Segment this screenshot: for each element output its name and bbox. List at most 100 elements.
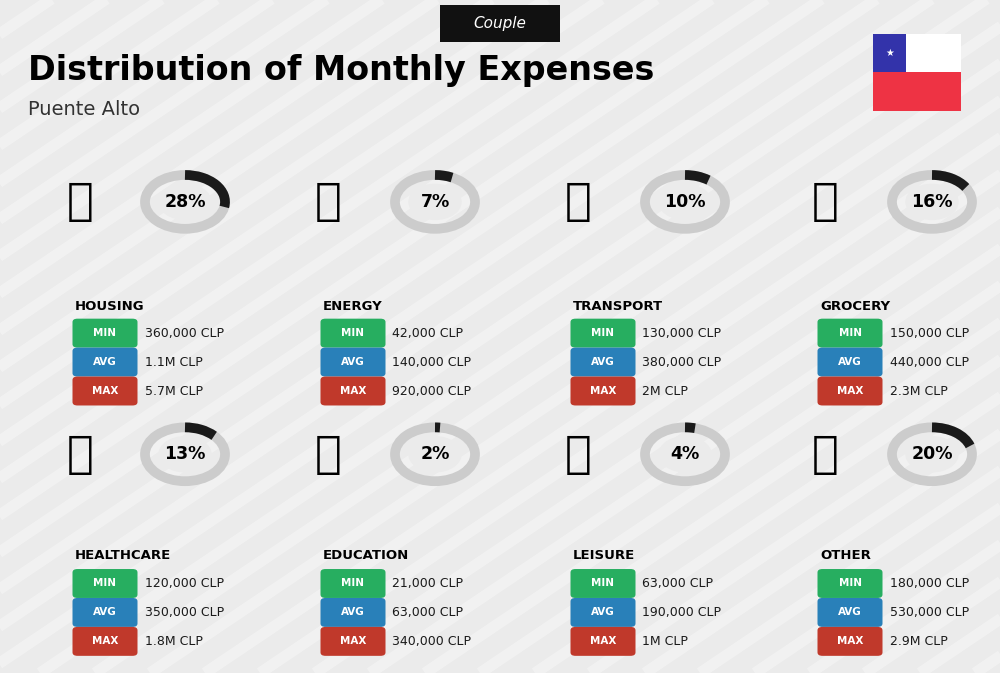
- Text: 1.1M CLP: 1.1M CLP: [145, 355, 202, 369]
- Text: AVG: AVG: [341, 357, 365, 367]
- FancyBboxPatch shape: [72, 377, 138, 405]
- Bar: [906, 34, 961, 73]
- Text: HEALTHCARE: HEALTHCARE: [75, 548, 171, 562]
- Text: 🏥: 🏥: [67, 433, 93, 476]
- Text: LEISURE: LEISURE: [573, 548, 635, 562]
- Text: 🛍: 🛍: [565, 433, 591, 476]
- FancyBboxPatch shape: [72, 319, 138, 348]
- Text: MAX: MAX: [590, 386, 616, 396]
- FancyBboxPatch shape: [320, 569, 385, 598]
- Text: 120,000 CLP: 120,000 CLP: [145, 577, 224, 590]
- Circle shape: [409, 184, 461, 219]
- Text: MAX: MAX: [590, 637, 616, 646]
- Text: 21,000 CLP: 21,000 CLP: [392, 577, 464, 590]
- Text: GROCERY: GROCERY: [820, 299, 890, 313]
- FancyBboxPatch shape: [320, 627, 385, 656]
- Text: MAX: MAX: [340, 386, 366, 396]
- Text: 👛: 👛: [812, 433, 838, 476]
- Circle shape: [659, 437, 711, 472]
- Text: 10%: 10%: [664, 193, 706, 211]
- Text: 150,000 CLP: 150,000 CLP: [890, 326, 969, 340]
- Text: 42,000 CLP: 42,000 CLP: [392, 326, 464, 340]
- FancyBboxPatch shape: [72, 569, 138, 598]
- FancyBboxPatch shape: [570, 627, 636, 656]
- FancyBboxPatch shape: [818, 627, 883, 656]
- Text: MIN: MIN: [838, 328, 862, 338]
- Text: MAX: MAX: [92, 637, 118, 646]
- FancyBboxPatch shape: [570, 598, 636, 627]
- Text: 180,000 CLP: 180,000 CLP: [890, 577, 969, 590]
- Text: 1M CLP: 1M CLP: [642, 635, 688, 648]
- Text: 350,000 CLP: 350,000 CLP: [145, 606, 224, 619]
- Text: 🛒: 🛒: [812, 180, 838, 223]
- FancyBboxPatch shape: [570, 319, 636, 348]
- FancyBboxPatch shape: [570, 569, 636, 598]
- Text: MIN: MIN: [94, 328, 116, 338]
- Text: AVG: AVG: [341, 608, 365, 617]
- FancyBboxPatch shape: [570, 348, 636, 377]
- Text: 4%: 4%: [670, 446, 700, 463]
- Text: 140,000 CLP: 140,000 CLP: [392, 355, 472, 369]
- Text: Distribution of Monthly Expenses: Distribution of Monthly Expenses: [28, 54, 654, 87]
- Text: 2.3M CLP: 2.3M CLP: [890, 384, 947, 398]
- Text: AVG: AVG: [838, 357, 862, 367]
- Text: 7%: 7%: [420, 193, 450, 211]
- Text: 63,000 CLP: 63,000 CLP: [392, 606, 464, 619]
- Text: MIN: MIN: [342, 328, 364, 338]
- Text: 🚌: 🚌: [565, 180, 591, 223]
- FancyBboxPatch shape: [570, 377, 636, 405]
- Bar: [873, 73, 961, 111]
- Text: 530,000 CLP: 530,000 CLP: [890, 606, 969, 619]
- FancyBboxPatch shape: [818, 377, 883, 405]
- FancyBboxPatch shape: [440, 5, 560, 42]
- FancyBboxPatch shape: [818, 598, 883, 627]
- Text: 130,000 CLP: 130,000 CLP: [642, 326, 722, 340]
- Text: OTHER: OTHER: [820, 548, 871, 562]
- FancyBboxPatch shape: [72, 627, 138, 656]
- Text: 2M CLP: 2M CLP: [642, 384, 688, 398]
- Text: 340,000 CLP: 340,000 CLP: [392, 635, 472, 648]
- Text: 13%: 13%: [164, 446, 206, 463]
- Text: MIN: MIN: [838, 579, 862, 588]
- FancyBboxPatch shape: [320, 377, 385, 405]
- Text: 190,000 CLP: 190,000 CLP: [642, 606, 722, 619]
- Text: MAX: MAX: [837, 386, 863, 396]
- Text: AVG: AVG: [591, 357, 615, 367]
- Circle shape: [906, 437, 958, 472]
- Text: ★: ★: [885, 48, 894, 58]
- Text: 63,000 CLP: 63,000 CLP: [642, 577, 714, 590]
- Text: 20%: 20%: [911, 446, 953, 463]
- Text: 440,000 CLP: 440,000 CLP: [890, 355, 968, 369]
- Text: 360,000 CLP: 360,000 CLP: [145, 326, 224, 340]
- FancyBboxPatch shape: [320, 319, 385, 348]
- Text: 🔌: 🔌: [315, 180, 341, 223]
- Text: 920,000 CLP: 920,000 CLP: [392, 384, 472, 398]
- FancyBboxPatch shape: [320, 348, 385, 377]
- Text: ENERGY: ENERGY: [323, 299, 383, 313]
- Circle shape: [159, 184, 211, 219]
- Bar: [873, 34, 906, 73]
- Text: 380,000 CLP: 380,000 CLP: [642, 355, 722, 369]
- Text: MAX: MAX: [92, 386, 118, 396]
- Text: 16%: 16%: [911, 193, 953, 211]
- Text: Couple: Couple: [474, 16, 526, 31]
- Text: 1.8M CLP: 1.8M CLP: [145, 635, 202, 648]
- Text: AVG: AVG: [838, 608, 862, 617]
- Text: MIN: MIN: [592, 328, 614, 338]
- Text: 🎓: 🎓: [315, 433, 341, 476]
- Text: AVG: AVG: [93, 608, 117, 617]
- Text: MIN: MIN: [342, 579, 364, 588]
- Text: 28%: 28%: [164, 193, 206, 211]
- Text: 5.7M CLP: 5.7M CLP: [145, 384, 203, 398]
- FancyBboxPatch shape: [818, 569, 883, 598]
- Circle shape: [159, 437, 211, 472]
- Text: 2.9M CLP: 2.9M CLP: [890, 635, 947, 648]
- Text: AVG: AVG: [93, 357, 117, 367]
- FancyBboxPatch shape: [818, 319, 883, 348]
- Circle shape: [659, 184, 711, 219]
- Text: MAX: MAX: [340, 637, 366, 646]
- Text: 2%: 2%: [420, 446, 450, 463]
- FancyBboxPatch shape: [72, 348, 138, 377]
- Text: AVG: AVG: [591, 608, 615, 617]
- Text: 🏢: 🏢: [67, 180, 93, 223]
